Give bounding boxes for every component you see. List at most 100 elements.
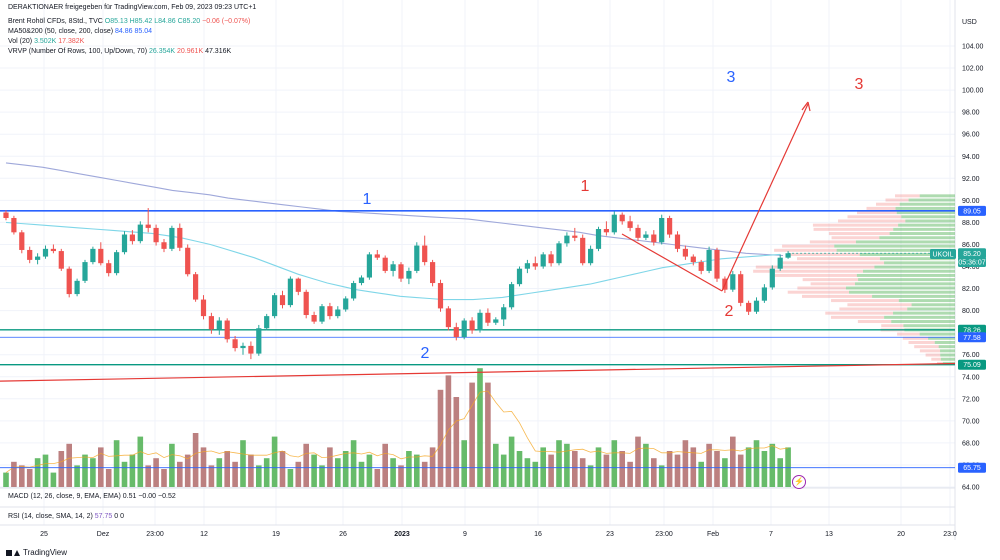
volume-bar [342, 451, 349, 487]
vrvp-row-down [802, 294, 873, 298]
price-badge-bg [958, 332, 986, 343]
vrvp-row-up [919, 332, 955, 336]
vrvp-row-up [940, 357, 955, 361]
vrvp-row-up [859, 252, 955, 256]
candle-body [82, 262, 88, 281]
vrvp-row-up [934, 340, 955, 344]
symbol-legend[interactable]: Brent Rohöl CFDs, 8Std., TVC O85.13 H85.… [8, 17, 250, 26]
volume-bar [137, 436, 144, 487]
candle-body [343, 298, 349, 310]
vrvp-row-up [901, 215, 955, 219]
candle-body [382, 257, 388, 271]
candle-body [785, 253, 791, 258]
vrvp-row-down [838, 219, 906, 223]
vrvp-row-up [884, 261, 955, 265]
rsi-legend[interactable]: RSI (14, close, SMA, 14, 2) 57.75 0 0 [8, 513, 124, 520]
candle-body [674, 234, 681, 249]
candle-body [311, 315, 317, 322]
vrvp-row-down [828, 232, 890, 236]
ma-value-2: 85.04 [134, 28, 153, 35]
volume-bar [485, 382, 491, 487]
support-trendline [0, 362, 956, 382]
vrvp-row-down [830, 315, 885, 319]
volume-bar [643, 443, 649, 487]
tradingview-footer[interactable]: TradingView [6, 548, 67, 557]
price-tick-label: 90.00 [962, 198, 980, 205]
macd-value-2: −0.00 [138, 493, 157, 500]
candle-body [216, 320, 222, 330]
price-tick-label: 70.00 [962, 418, 980, 425]
volume-bar [674, 454, 681, 487]
lightning-icon[interactable]: ⚡ [792, 475, 806, 489]
volume-bar [11, 461, 17, 487]
candle-body [540, 254, 546, 267]
price-tick-label: 68.00 [962, 440, 980, 447]
volume-bar [666, 451, 673, 487]
volume-bar [390, 458, 396, 487]
vrvp-legend[interactable]: VRVP (Number Of Rows, 100, Up/Down, 70) … [8, 47, 231, 56]
volume-bar [161, 469, 167, 487]
price-axis[interactable]: USD 104.00 102.00 100.00 98.00 96.00 94.00 92.0… [962, 19, 984, 492]
candle-body [761, 287, 767, 301]
vrvp-row-down [774, 248, 837, 252]
volume-bar [777, 458, 783, 487]
time-tick-label: 9 [463, 531, 467, 538]
volume-bar [98, 447, 104, 487]
candle-body [595, 229, 602, 249]
candle-body [453, 327, 459, 338]
candle-body [627, 221, 633, 228]
rsi-value-2: 0 [114, 513, 119, 520]
candle-body [437, 283, 444, 309]
vrvp-row-up [911, 303, 955, 307]
vrvp-row-down [857, 320, 892, 324]
vrvp-row-down [919, 349, 941, 353]
price-badge-text: 85.20 [963, 251, 981, 258]
vrvp-row-up [889, 232, 955, 236]
vrvp-row-down [787, 290, 850, 294]
volume-bar [129, 454, 136, 487]
ma-legend[interactable]: MA50&200 (50, close, 200, close) 84.86 8… [8, 27, 152, 36]
vrvp-value-3: 47.316K [205, 48, 232, 55]
ohlc-open: O85.13 [104, 18, 128, 25]
volume-bar [311, 454, 317, 487]
vrvp-row-up [940, 349, 955, 353]
volume-bar [295, 461, 302, 487]
vrvp-row-down [908, 340, 935, 344]
tradingview-brand: TradingView [23, 548, 68, 557]
rsi-value-3: 0 [120, 513, 125, 520]
time-axis[interactable]: 25 Dez 23:00 12 19 26 2023 9 16 23 23:00 Feb 7 13 20 23… [40, 531, 957, 538]
time-tick-label: 19 [272, 531, 280, 538]
price-badge-bg [958, 248, 986, 259]
candle-body [706, 249, 712, 271]
time-tick-label: 23 [606, 531, 614, 538]
volume-bar [335, 458, 341, 487]
vrvp-row-up [919, 194, 955, 198]
vrvp-row-up [884, 315, 955, 319]
candle-body [240, 345, 246, 349]
candle-body [169, 227, 175, 249]
volume-bar [263, 458, 270, 487]
vol-legend[interactable]: Vol (20) 3.502K 17.382K [8, 37, 84, 46]
price-badge-text: 89.05 [963, 208, 981, 215]
price-badge-bg [930, 249, 956, 259]
vrvp-row-down [802, 278, 859, 282]
volume-bar [414, 454, 420, 487]
volume-bar [603, 454, 610, 487]
volume-bar [256, 465, 262, 487]
candle-body [398, 264, 404, 279]
volume-bar [572, 451, 578, 487]
volume-bar [737, 454, 744, 487]
macd-label: MACD (12, 26, close, 9, EMA, EMA) [8, 493, 121, 500]
candle-body [27, 249, 33, 260]
macd-legend[interactable]: MACD (12, 26, close, 9, EMA, EMA) 0.51 −… [8, 493, 176, 500]
vrvp-row-up [834, 244, 955, 248]
price-tick-label: 92.00 [962, 176, 980, 183]
vrvp-row-up [938, 345, 955, 349]
volume-bar [524, 458, 531, 487]
volume-bar [248, 454, 254, 487]
volume-bar [303, 443, 309, 487]
candle-body [390, 264, 396, 271]
volume-bar [50, 472, 57, 487]
